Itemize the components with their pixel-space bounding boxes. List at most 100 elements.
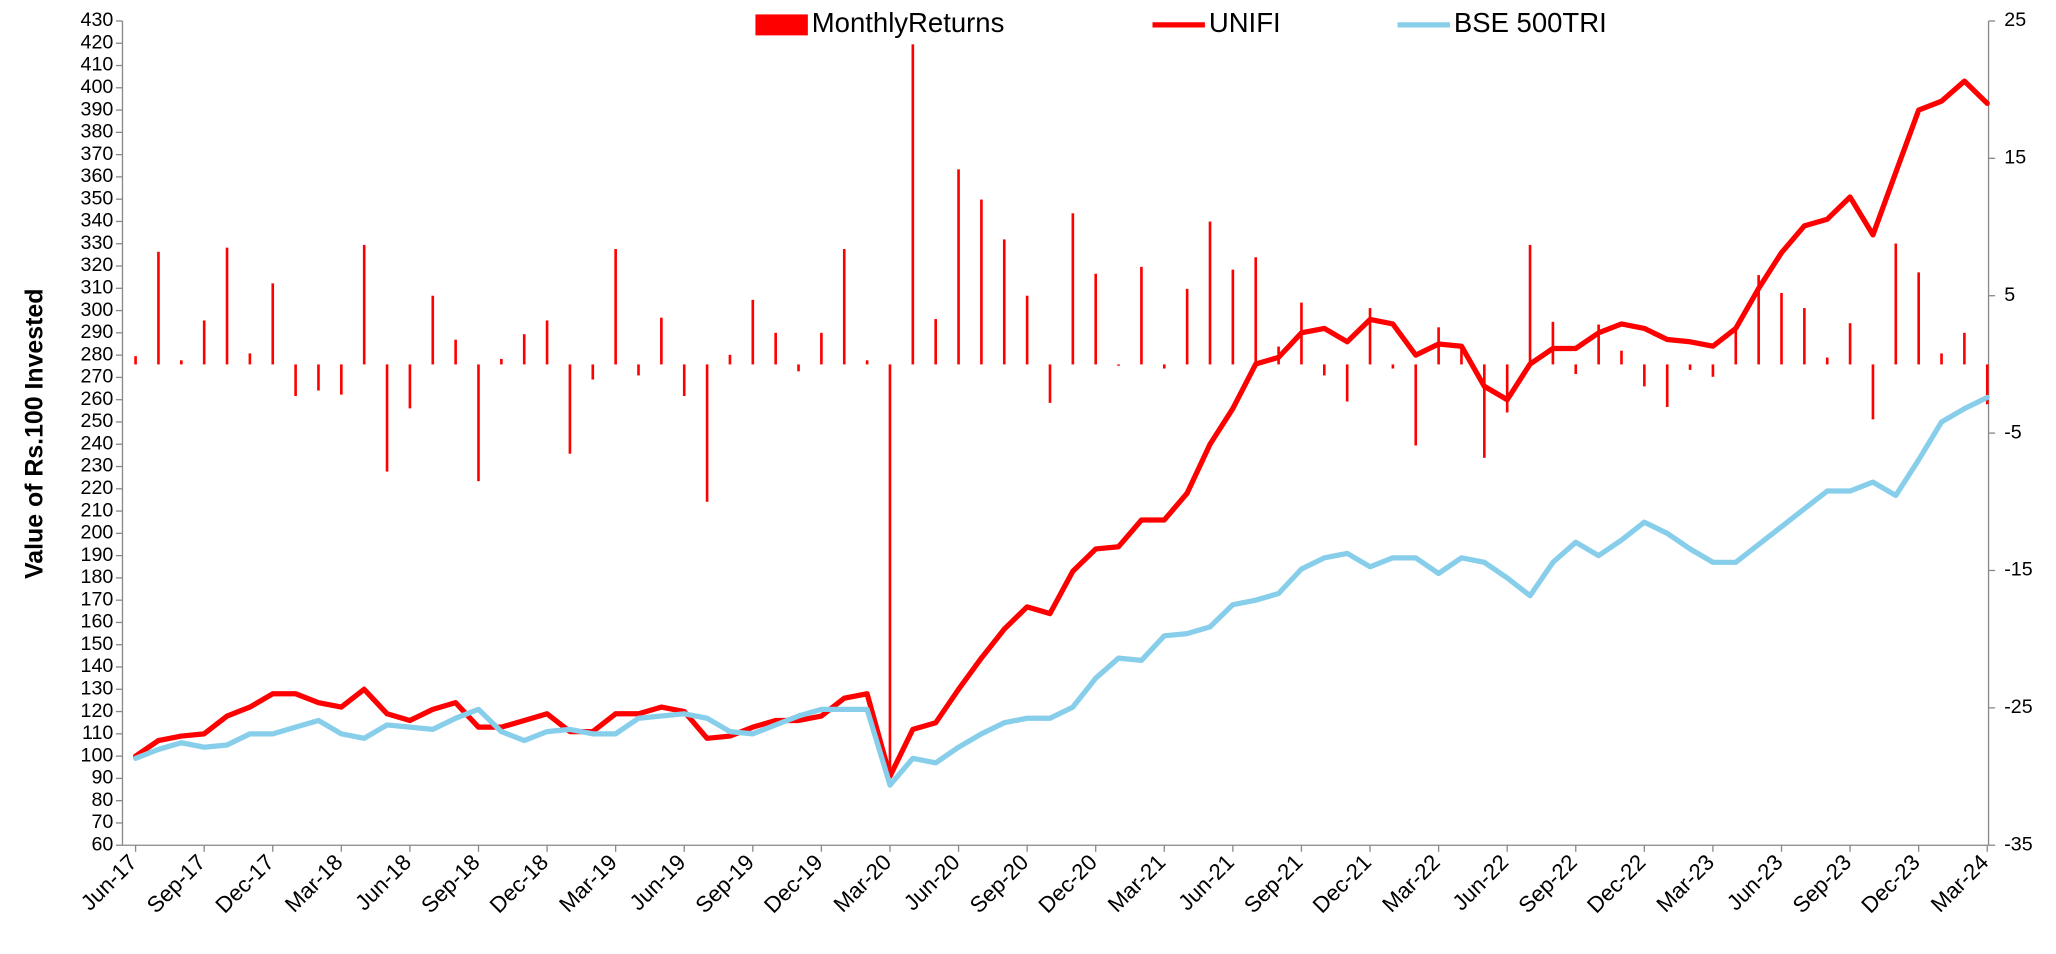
y2-tick-label: -35 xyxy=(2004,833,2032,855)
bar xyxy=(1551,321,1555,365)
x-tick-label: Dec-18 xyxy=(485,849,553,917)
bar xyxy=(888,364,892,777)
bar xyxy=(1665,364,1669,407)
bar xyxy=(180,360,183,365)
bar xyxy=(980,199,983,365)
y-axis-title: Value of Rs.100 Invested xyxy=(21,289,49,579)
bar xyxy=(1345,364,1349,402)
bar xyxy=(1711,364,1715,377)
y-tick-label: 100 xyxy=(81,744,114,766)
bar xyxy=(431,295,435,365)
bar xyxy=(1185,288,1189,365)
y-tick-label: 200 xyxy=(81,522,114,544)
legend-swatch xyxy=(755,14,808,36)
y-tick-label: 170 xyxy=(81,588,114,610)
bar xyxy=(1208,221,1212,365)
bar xyxy=(1322,364,1326,376)
y-tick-label: 230 xyxy=(81,455,114,477)
bar xyxy=(1894,243,1898,365)
x-tick-label: Sep-17 xyxy=(142,849,210,917)
x-tick-label: Dec-20 xyxy=(1033,849,1101,917)
bar xyxy=(1117,364,1120,366)
bar xyxy=(1528,244,1532,365)
y-tick-label: 150 xyxy=(81,633,114,655)
x-tick-label: Jun-21 xyxy=(1173,849,1239,915)
x-tick-label: Dec-23 xyxy=(1856,849,1924,917)
bar xyxy=(1391,364,1395,369)
bar xyxy=(202,320,206,365)
y-tick-label: 90 xyxy=(91,767,113,789)
y-tick-label: 370 xyxy=(81,143,114,165)
y-tick-label: 210 xyxy=(81,499,114,521)
bar xyxy=(568,364,572,454)
y-tick-label: 350 xyxy=(81,187,114,209)
y-tick-label: 240 xyxy=(81,432,114,454)
y-tick-label: 400 xyxy=(81,76,114,98)
y-tick-label: 60 xyxy=(91,833,113,855)
y-tick-label: 70 xyxy=(91,811,113,833)
bar xyxy=(865,360,869,365)
x-tick-label: Mar-21 xyxy=(1103,849,1171,917)
y-tick-label: 260 xyxy=(81,388,114,410)
x-tick-label: Dec-21 xyxy=(1308,849,1376,917)
y-tick-label: 330 xyxy=(81,232,114,254)
x-tick-label: Dec-22 xyxy=(1582,849,1650,917)
bar xyxy=(477,364,480,482)
y2-tick-label: 15 xyxy=(2004,147,2026,169)
x-tick-label: Sep-20 xyxy=(965,849,1033,917)
bar xyxy=(1963,332,1966,365)
x-tick-label: Sep-19 xyxy=(691,849,759,917)
line-series xyxy=(132,394,1990,788)
line-series xyxy=(132,78,1990,779)
y-tick-label: 310 xyxy=(81,276,114,298)
y2-tick-label: -25 xyxy=(2004,696,2032,718)
x-tick-label: Dec-19 xyxy=(759,849,827,917)
y-tick-label: 250 xyxy=(81,410,114,432)
y-tick-label: 290 xyxy=(81,321,114,343)
bar xyxy=(1460,346,1463,365)
bar xyxy=(1162,364,1166,369)
bar xyxy=(408,364,412,409)
x-tick-label: Sep-18 xyxy=(416,849,484,917)
y-tick-label: 190 xyxy=(81,544,114,566)
bar xyxy=(934,319,937,365)
bar xyxy=(591,364,595,380)
y-tick-label: 80 xyxy=(91,789,113,811)
bar xyxy=(157,251,160,365)
bar xyxy=(1368,308,1372,365)
bar xyxy=(820,332,823,365)
y-tick-label: 280 xyxy=(81,343,114,365)
y-tick-label: 110 xyxy=(82,722,113,744)
bar xyxy=(1048,364,1052,403)
bar xyxy=(362,244,366,365)
bar xyxy=(225,247,229,365)
bar xyxy=(797,364,800,372)
x-tick-label: Sep-23 xyxy=(1788,849,1856,917)
bar xyxy=(1071,213,1075,365)
x-tick-label: Mar-20 xyxy=(829,849,897,917)
bar xyxy=(1597,324,1600,365)
y-tick-label: 180 xyxy=(81,566,114,588)
x-tick-label: Sep-21 xyxy=(1239,849,1307,917)
x-tick-label: Jun-20 xyxy=(899,849,965,915)
bar xyxy=(1825,357,1829,365)
y-tick-label: 390 xyxy=(81,98,114,120)
bar xyxy=(454,339,457,365)
bar xyxy=(728,354,732,365)
y-tick-label: 320 xyxy=(81,254,114,276)
x-tick-label: Jun-23 xyxy=(1722,849,1788,915)
y-tick-label: 130 xyxy=(81,677,114,699)
bar xyxy=(271,283,275,365)
bar xyxy=(522,334,526,365)
bar xyxy=(1757,275,1760,365)
bar xyxy=(1414,364,1418,446)
y-tick-label: 410 xyxy=(81,54,114,76)
bar xyxy=(842,249,846,365)
x-tick-label: Mar-22 xyxy=(1377,849,1445,917)
bar xyxy=(545,320,549,365)
bar xyxy=(1871,364,1875,420)
x-tick-label: Jun-22 xyxy=(1448,849,1514,915)
bar xyxy=(1574,364,1578,375)
bar xyxy=(1620,350,1623,365)
